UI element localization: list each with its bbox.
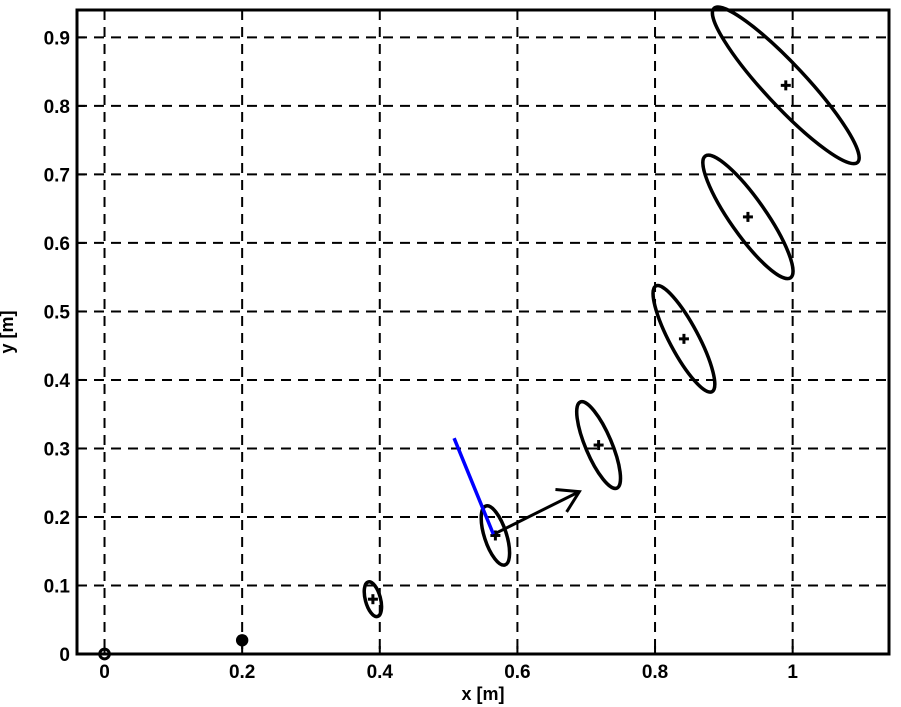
mean-plus-marker	[780, 80, 791, 91]
y-tick-label: 0.5	[44, 302, 71, 323]
x-tick-label: 0.4	[367, 662, 394, 683]
mean-plus-marker	[367, 594, 378, 605]
x-tick-label: 1	[787, 662, 798, 683]
tick-layer: 0 0.2 0.4 0.6 0.8 1 0 0.1 0.2 0.3 0.4 0.5 0.6 0.7 0.8 0…	[44, 28, 799, 683]
covariance-ellipse	[362, 580, 384, 619]
motion-arrow-shaft	[494, 490, 581, 535]
mean-plus-marker	[742, 211, 753, 222]
y-tick-label: 0.9	[44, 28, 70, 49]
y-axis-label: y [m]	[0, 310, 17, 353]
covariance-ellipse	[651, 283, 717, 394]
start-pose-marker	[98, 647, 111, 661]
x-axis-label: x [m]	[461, 684, 504, 704]
x-tick-label: 0.6	[504, 662, 530, 683]
mean-plus-marker	[678, 333, 689, 344]
covariance-ellipse	[479, 504, 512, 567]
y-tick-label: 0.1	[44, 576, 71, 597]
motion-arrow-head	[555, 488, 582, 513]
y-tick-label: 0.8	[44, 97, 70, 118]
y-tick-label: 0.3	[44, 439, 70, 460]
heading-segment	[452, 437, 495, 535]
y-tick-label: 0	[59, 645, 70, 666]
x-tick-label: 0.2	[229, 662, 255, 683]
mean-plus-marker	[593, 440, 604, 451]
y-tick-label: 0.2	[44, 508, 70, 529]
covariance-ellipse	[701, 153, 795, 281]
covariance-ellipse	[574, 399, 623, 491]
mark-layer	[98, 5, 861, 661]
x-tick-label: 0.8	[642, 662, 668, 683]
y-tick-label: 0.4	[44, 371, 71, 392]
plot-frame	[75, 8, 891, 656]
pose-dot-marker	[235, 634, 249, 647]
covariance-ellipse	[710, 5, 861, 166]
grid-layer	[77, 10, 889, 655]
y-tick-label: 0.7	[44, 165, 70, 186]
y-tick-label: 0.6	[44, 234, 70, 255]
x-tick-label: 0	[99, 662, 110, 683]
